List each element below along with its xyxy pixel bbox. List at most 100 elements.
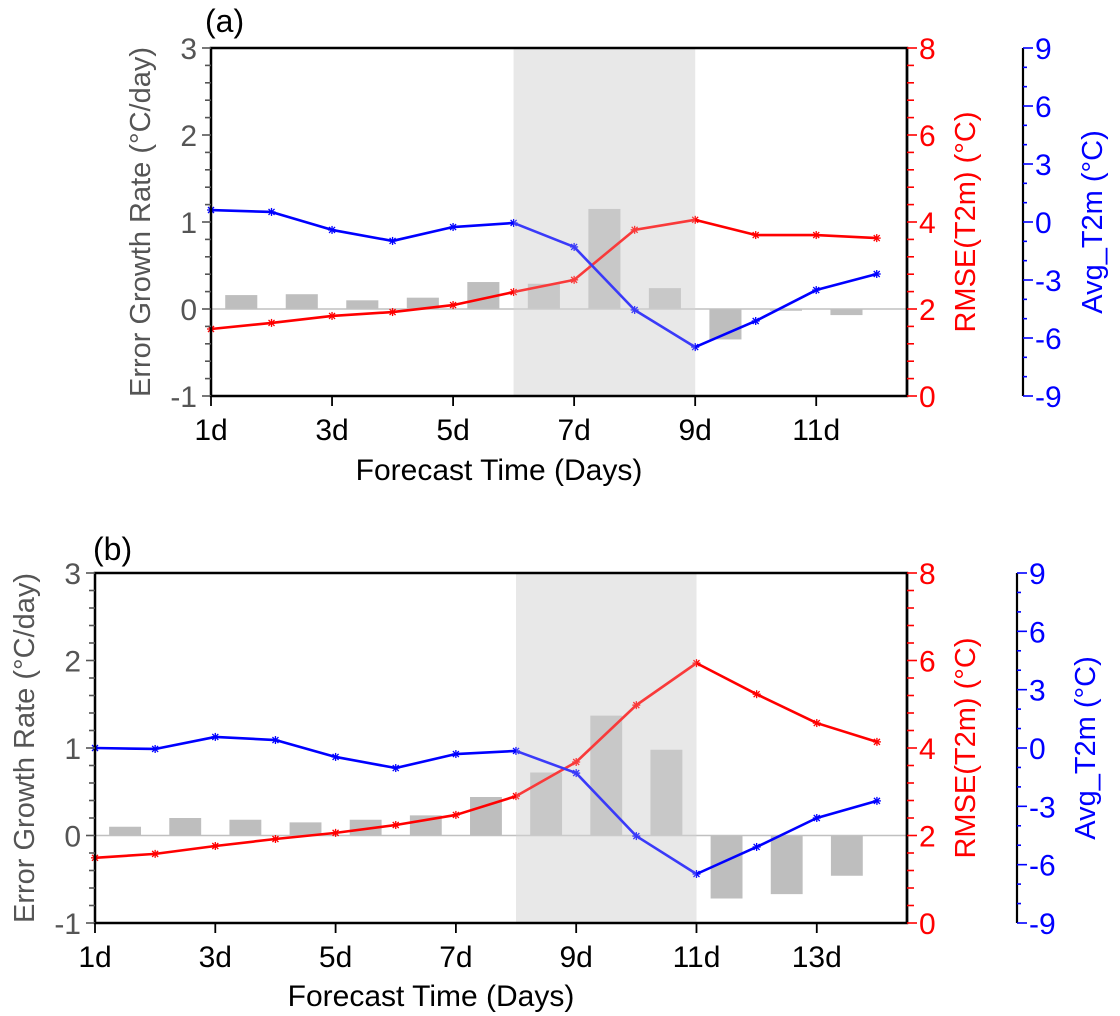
data-point-rmse [211, 842, 220, 850]
x-axis-label: Forecast Time (Days) [288, 980, 575, 1013]
data-point-rmse [451, 810, 460, 819]
rmse-axis-tick-label: 2 [919, 821, 936, 854]
data-point-avg-t2m [570, 242, 579, 251]
rmse-axis-tick-label: 6 [919, 120, 936, 153]
marker-stroke [268, 208, 275, 216]
bar [769, 309, 802, 311]
marker-stroke [632, 701, 640, 709]
avg-t2m-axis-tick-label: 6 [1035, 91, 1052, 124]
series-line-avg-t2m [210, 208, 878, 349]
bar [346, 300, 379, 309]
marker-stroke [211, 842, 219, 850]
marker-stroke [691, 216, 699, 224]
data-point-rmse [391, 821, 400, 829]
bar [225, 295, 258, 309]
marker-stroke [813, 814, 821, 822]
series-line-rmse [94, 661, 878, 860]
marker-stroke [510, 219, 518, 227]
data-point-avg-t2m [331, 752, 340, 761]
rmse-axis-tick-label: 4 [919, 207, 936, 240]
marker-stroke [873, 270, 881, 278]
bar [169, 818, 202, 836]
data-point-rmse [632, 701, 641, 710]
data-point-avg-t2m [872, 270, 881, 279]
data-point-rmse [751, 231, 760, 240]
panel-a: -1 0 1 2 3 Error Growth Rate (°C/day) 0 2 4 6 8 RMS… [125, 3, 1109, 487]
data-point-avg-t2m [812, 286, 821, 295]
marker-stroke [753, 843, 761, 851]
left-axis-tick-label: 2 [180, 120, 197, 153]
marker-stroke [572, 769, 580, 777]
data-point-avg-t2m [691, 343, 700, 352]
left-axis-tick-label: -1 [54, 908, 81, 941]
panel-label: (b) [93, 531, 132, 567]
marker-stroke [211, 733, 219, 741]
marker-stroke [512, 792, 520, 800]
avg-t2m-axis-tick-label: -6 [1035, 323, 1062, 356]
x-axis-tick-label: 5d [436, 414, 469, 447]
bar [109, 826, 142, 836]
x-axis-tick-label: 11d [673, 941, 721, 974]
avg-t2m-axis-tick-label: 6 [1029, 616, 1046, 649]
bar [289, 822, 322, 836]
marker-stroke [332, 829, 340, 837]
x-axis-label: Forecast Time (Days) [356, 454, 643, 487]
data-point-avg-t2m [572, 769, 581, 778]
marker-stroke [332, 753, 340, 761]
left-axis-tick-label: 0 [64, 821, 81, 854]
marker-stroke [392, 764, 400, 772]
bar [530, 772, 563, 836]
avg-t2m-axis-label: Avg_T2m (°C) [1077, 130, 1109, 314]
bar [229, 819, 262, 836]
bar [648, 288, 681, 309]
data-point-rmse [331, 828, 340, 837]
marker-stroke [752, 317, 760, 325]
marker-stroke [510, 288, 518, 296]
marker-stroke [753, 690, 761, 698]
data-point-rmse [812, 719, 821, 728]
x-axis-tick-label: 7d [557, 414, 590, 447]
marker-stroke [631, 226, 639, 234]
x-axis-tick-label: 3d [315, 414, 348, 447]
marker-stroke [328, 226, 336, 234]
rmse-axis-tick-label: 8 [919, 558, 936, 591]
data-point-rmse [752, 690, 761, 699]
marker-stroke [691, 343, 699, 351]
data-point-avg-t2m [451, 750, 460, 759]
marker-stroke [389, 308, 397, 316]
avg-t2m-axis-tick-label: 3 [1029, 675, 1046, 708]
data-point-avg-t2m [211, 732, 220, 741]
marker-stroke [570, 276, 578, 284]
bar [285, 294, 318, 309]
avg-t2m-axis-tick-label: -9 [1035, 381, 1062, 414]
data-point-rmse [267, 318, 276, 327]
bar [349, 819, 382, 836]
x-axis-tick-label: 1d [194, 414, 227, 447]
avg-t2m-axis-tick-label: 9 [1035, 33, 1052, 66]
marker-stroke [632, 832, 640, 840]
left-axis-tick-label: 1 [180, 207, 197, 240]
data-point-avg-t2m [692, 870, 701, 878]
shaded-overlay [513, 48, 696, 396]
data-point-avg-t2m [630, 305, 639, 314]
marker-stroke [271, 835, 279, 843]
marker-stroke [873, 738, 881, 746]
marker-stroke [570, 243, 578, 251]
data-point-rmse [570, 275, 579, 284]
data-point-rmse [512, 792, 521, 801]
data-point-avg-t2m [388, 236, 397, 245]
data-point-avg-t2m [812, 814, 821, 822]
x-axis-tick-label: 1d [78, 941, 111, 974]
data-point-avg-t2m [752, 842, 761, 851]
bar [406, 297, 439, 309]
marker-stroke [151, 850, 159, 858]
data-point-avg-t2m [751, 316, 760, 325]
left-axis-label: Error Growth Rate (°C/day) [125, 47, 157, 397]
avg-t2m-axis-tick-label: -3 [1029, 791, 1056, 824]
avg-t2m-axis-tick-label: 0 [1035, 207, 1052, 240]
avg-t2m-axis-tick-label: -3 [1035, 265, 1062, 298]
data-point-avg-t2m [512, 746, 521, 755]
marker-stroke [449, 223, 457, 231]
rmse-axis-tick-label: 6 [919, 646, 936, 679]
marker-stroke [512, 747, 520, 755]
